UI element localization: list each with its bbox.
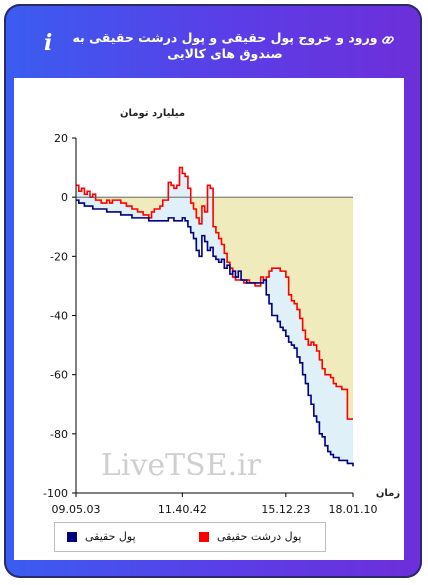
x-tick-label: 11.40.42	[158, 503, 207, 516]
card-header: i ورود و خروج پول حقیقی و پول درشت حقیقی…	[4, 4, 422, 78]
legend-label-real[interactable]: پول حقیقی	[85, 530, 136, 543]
legend-swatch-real	[67, 532, 77, 542]
x-tick-label: 15.12.23	[261, 503, 310, 516]
chart-title: ورود و خروج پول حقیقی و پول درشت حقیقی ب…	[72, 30, 378, 61]
x-tick-label: 09.05.03	[52, 503, 101, 516]
y-tick-label: -100	[43, 487, 68, 500]
legend: پول حقیقی پول درشت حقیقی	[54, 522, 326, 552]
y-tick-label: -80	[50, 428, 68, 441]
legend-swatch-big	[199, 532, 209, 542]
legend-label-big[interactable]: پول درشت حقیقی	[217, 530, 302, 543]
y-tick-label: -20	[50, 250, 68, 263]
y-tick-label: 0	[61, 191, 68, 204]
series-lines	[76, 166, 354, 467]
axes: 20 0 -20 -40 -60 -80 -100 09.05.03 11.40.42 15.12…	[43, 132, 377, 516]
y-tick-label: -40	[50, 310, 68, 323]
x-tick-label: 18.01.10	[329, 503, 378, 516]
y-tick-label: -60	[50, 369, 68, 382]
series-line-big-real-money	[76, 166, 353, 420]
watermark: LiveTSE.ir	[101, 448, 262, 483]
series-line-real-money	[76, 199, 354, 467]
y-axis-label: میلیارد تومان	[120, 108, 185, 119]
y-tick-label: 20	[54, 132, 68, 145]
info-icon[interactable]: i	[44, 30, 53, 56]
fill-yellow-region	[76, 197, 353, 420]
link-icon[interactable]	[381, 33, 395, 47]
x-axis-label: زمان	[376, 488, 400, 499]
